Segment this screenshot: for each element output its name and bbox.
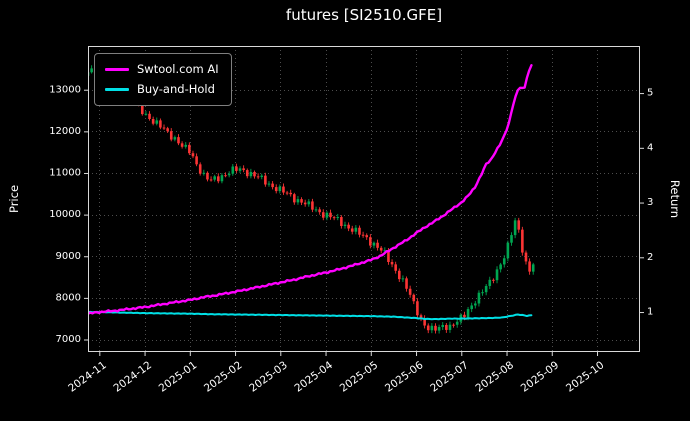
legend-label-buy-and-hold: Buy-and-Hold <box>137 82 215 96</box>
price-axis-label: Price <box>7 184 21 214</box>
buy-and-hold-line-swatch <box>105 88 129 91</box>
legend-item-ai: Swtool.com AI <box>105 61 219 78</box>
chart-legend: Swtool.com AI Buy-and-Hold <box>94 53 232 106</box>
ai-line-swatch <box>105 68 129 71</box>
legend-label-ai: Swtool.com AI <box>137 62 219 76</box>
return-axis-label: Return <box>668 179 682 219</box>
chart-title: futures [SI2510.GFE] <box>285 6 443 24</box>
legend-item-buy-and-hold: Buy-and-Hold <box>105 81 219 98</box>
